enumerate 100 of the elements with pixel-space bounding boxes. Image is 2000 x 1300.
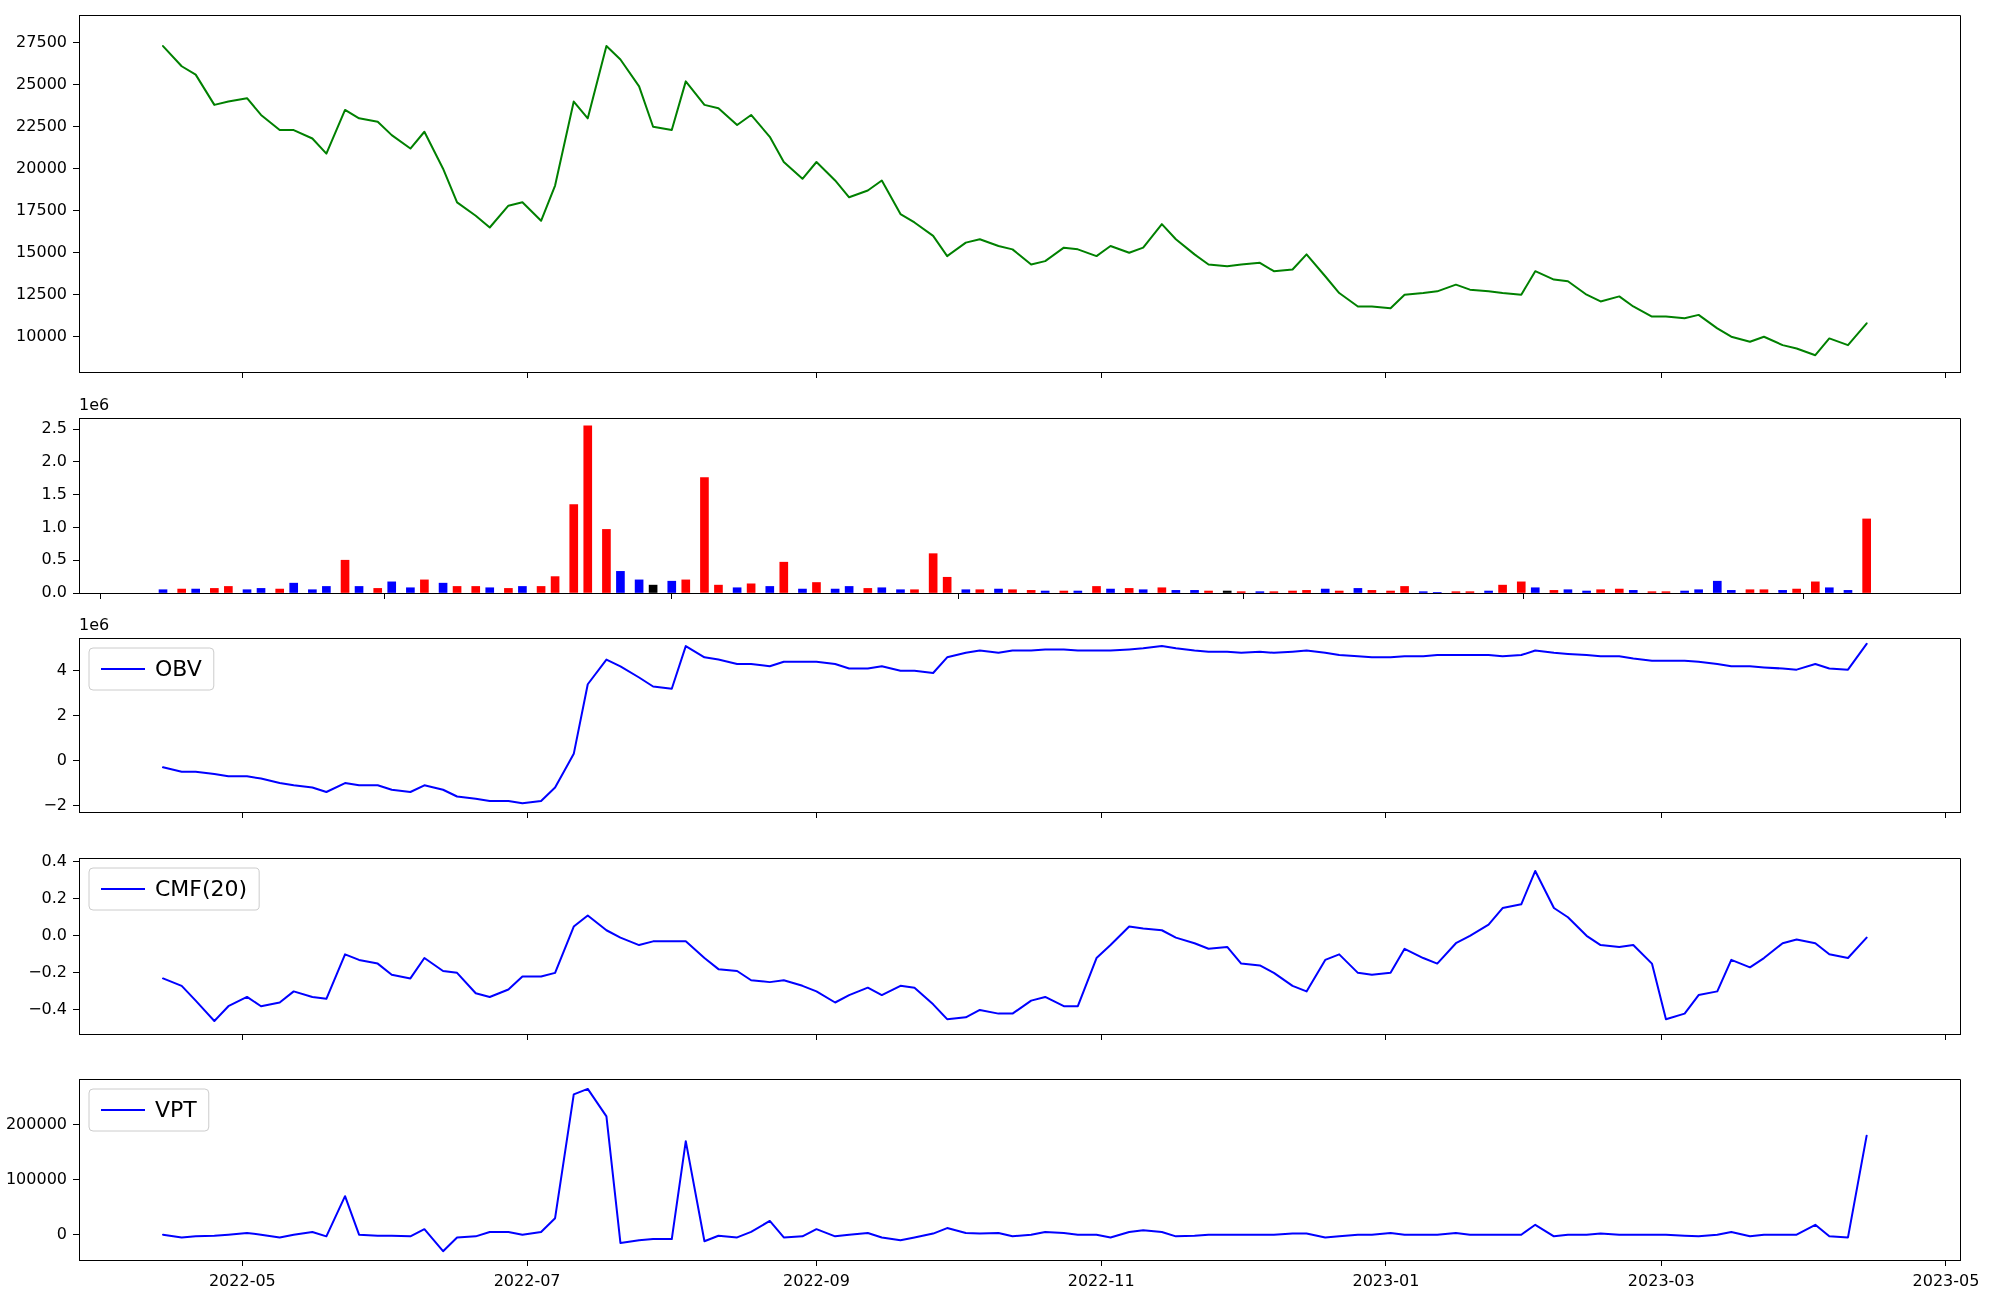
bar (1596, 589, 1605, 593)
bar (322, 586, 331, 593)
bar (1288, 590, 1297, 593)
bar (961, 589, 971, 593)
bar (1549, 590, 1559, 593)
bar (1824, 587, 1834, 593)
y-tick-label: 0.5 (41, 549, 67, 569)
bar (863, 588, 873, 593)
bar (569, 504, 579, 593)
bar (177, 588, 187, 593)
y-tick-label: 0 (56, 749, 67, 769)
bar (1792, 588, 1801, 593)
bar (1778, 590, 1787, 593)
x-tick-label: 2023-05 (1912, 1270, 1980, 1290)
bar (1008, 589, 1017, 593)
legend-label: CMF(20) (155, 875, 248, 901)
bar (1582, 590, 1591, 593)
bar (910, 589, 919, 593)
bar (1138, 589, 1148, 593)
y-tick-label: 2 (56, 704, 67, 724)
bar (616, 571, 625, 593)
bar (1712, 580, 1722, 593)
y-tick-label: 0.0 (41, 582, 67, 602)
x-tick-label: 2022-11 (1067, 1270, 1135, 1290)
bar (1353, 588, 1363, 593)
bar (550, 576, 560, 593)
bar (634, 579, 644, 593)
bar (994, 588, 1003, 593)
bar (1124, 588, 1134, 593)
bar (583, 425, 593, 593)
y-tick-label: 2.5 (41, 418, 67, 438)
bar (354, 586, 364, 593)
text: 1e6 (79, 615, 110, 635)
y-tick-label: 0.2 (41, 887, 67, 907)
bar (700, 477, 709, 593)
y-tick-label: 0.0 (41, 924, 67, 944)
x-tick-label: 2022-09 (783, 1270, 850, 1290)
y-tick-label: 200000 (5, 1113, 67, 1133)
bar (896, 589, 905, 593)
bar (224, 586, 233, 593)
y-tick-label: 4 (56, 659, 67, 679)
bar (406, 587, 415, 593)
bar (1204, 590, 1213, 593)
bar (275, 588, 285, 593)
y-tick-label: 22500 (16, 115, 67, 135)
bar (877, 587, 887, 593)
bar (373, 588, 383, 593)
bar (1726, 590, 1736, 593)
bar (779, 561, 789, 593)
text: 1e6 (79, 395, 110, 415)
y-tick-label: 15000 (16, 241, 67, 261)
bar (471, 586, 481, 593)
bar (681, 579, 691, 593)
y-tick-label: 17500 (16, 199, 67, 219)
bar (1400, 586, 1409, 593)
y-tick-label: 27500 (16, 31, 67, 51)
x-tick-label: 2023-01 (1352, 1270, 1420, 1290)
legend-label: VPT (155, 1096, 198, 1122)
legend-label: OBV (155, 655, 202, 681)
bar (1367, 590, 1377, 593)
bar (1530, 587, 1540, 593)
bar (1190, 590, 1199, 593)
bar (1516, 581, 1526, 593)
bar (1026, 590, 1036, 593)
bar (1171, 590, 1181, 593)
bar (732, 587, 742, 593)
bar (1563, 589, 1573, 593)
bar (1302, 590, 1311, 593)
bar (928, 553, 938, 593)
bar (714, 584, 723, 593)
bar (1040, 590, 1050, 593)
bar (308, 589, 317, 593)
bar (602, 529, 611, 593)
bar (518, 586, 527, 593)
bar (1498, 584, 1507, 593)
y-tick-label: −2 (43, 794, 67, 814)
bar (1484, 590, 1493, 593)
y-tick-label: 100000 (5, 1168, 67, 1188)
bar (1092, 586, 1101, 593)
bar (1810, 581, 1820, 593)
bar (765, 586, 775, 593)
bar (975, 589, 985, 593)
bar (844, 586, 854, 593)
x-tick-label: 2022-05 (208, 1270, 276, 1290)
y-tick-label: 12500 (16, 283, 67, 303)
bar (485, 587, 495, 593)
bar (1759, 589, 1769, 593)
bar (158, 589, 168, 593)
bar (1334, 590, 1344, 593)
y-tick-label: 10000 (16, 325, 67, 345)
bar (536, 586, 546, 593)
y-tick-label: 20000 (16, 157, 67, 177)
bar (746, 583, 756, 593)
bar (1106, 588, 1115, 593)
y-tick-label: −0.4 (28, 999, 67, 1019)
bar (452, 586, 462, 593)
bar (191, 588, 201, 593)
bar (1320, 588, 1330, 593)
x-tick-label: 2023-03 (1627, 1270, 1695, 1290)
bar (1843, 590, 1853, 593)
